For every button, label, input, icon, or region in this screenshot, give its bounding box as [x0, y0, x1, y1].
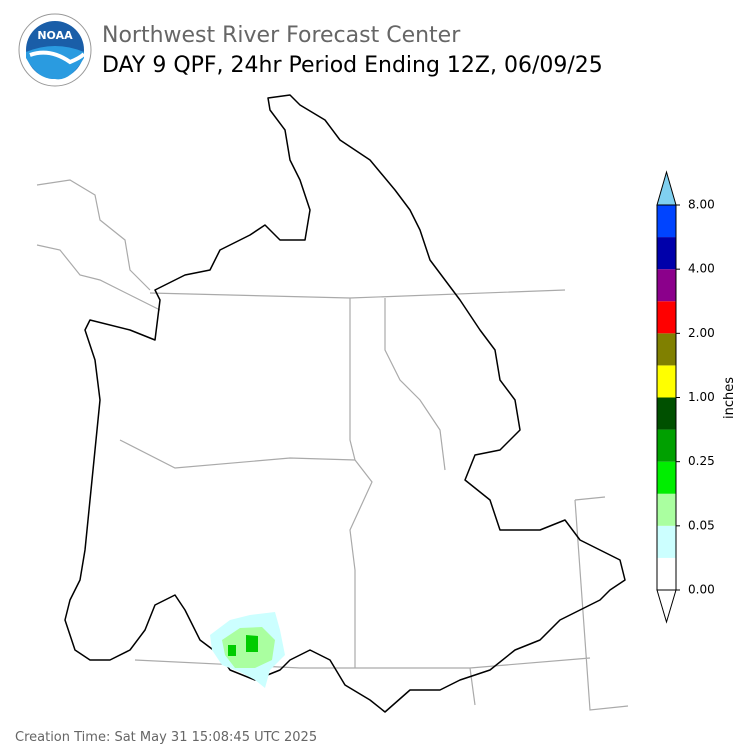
precip-heavy [228, 635, 258, 656]
state-lines [119, 289, 629, 711]
colorbar-segment [657, 237, 676, 270]
colorbar-tick-label: 1.00 [688, 390, 715, 404]
colorbar-segment [657, 429, 676, 462]
map [36, 94, 629, 713]
colorbar-tick-label: 0.25 [688, 454, 715, 468]
colorbar-segment [657, 525, 676, 558]
coastline [36, 179, 161, 311]
colorbar-tick-label: 8.00 [688, 198, 715, 212]
colorbar-over [656, 170, 677, 206]
colorbar-segment [657, 301, 676, 334]
colorbar-segment [657, 461, 676, 494]
colorbar-segment [657, 557, 676, 590]
title: Northwest River Forecast Center [102, 23, 461, 48]
noaa-logo: NOAA [18, 13, 92, 87]
colorbar-segment [657, 269, 676, 302]
colorbar-segment [657, 397, 676, 430]
colorbar-tick-label: 0.00 [688, 583, 715, 597]
colorbar-tick-label: 4.00 [688, 262, 715, 276]
basin-boundary [64, 94, 626, 713]
colorbar-segment [657, 205, 676, 238]
colorbar-tick-label: 0.05 [688, 518, 715, 532]
colorbar-tick-label: 2.00 [688, 326, 715, 340]
colorbar-under [656, 589, 677, 624]
colorbar: 0.00 0.05 0.25 1.00 2.00 4.00 8.00 [656, 170, 715, 624]
colorbar-label: inches [722, 377, 737, 419]
colorbar-segment [657, 333, 676, 366]
colorbar-segment [657, 493, 676, 526]
logo-text: NOAA [37, 29, 73, 42]
subtitle: DAY 9 QPF, 24hr Period Ending 12Z, 06/09… [102, 53, 603, 78]
creation-time: Creation Time: Sat May 31 15:08:45 UTC 2… [15, 730, 317, 745]
colorbar-segment [657, 365, 676, 398]
